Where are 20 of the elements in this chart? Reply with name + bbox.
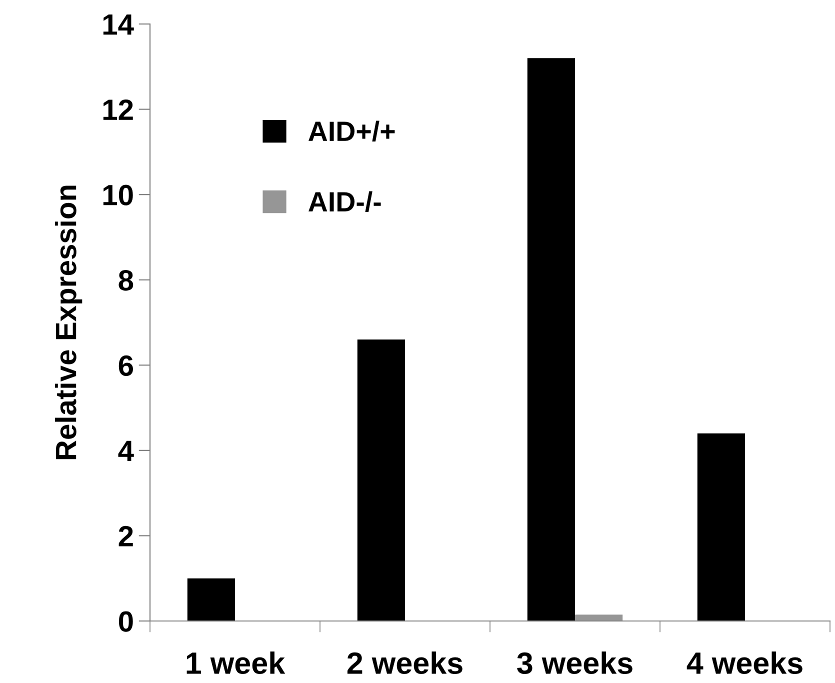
bar xyxy=(187,578,235,621)
y-tick-label: 4 xyxy=(118,440,134,461)
y-tick-label: 12 xyxy=(103,99,133,120)
bar xyxy=(697,433,745,621)
y-axis-title: Relative Expression xyxy=(54,186,82,460)
x-tick-label: 2 weeks xyxy=(347,652,462,674)
y-tick-label: 6 xyxy=(118,355,133,376)
bar xyxy=(527,58,575,621)
y-tick-label: 14 xyxy=(103,14,134,35)
bar xyxy=(357,340,405,621)
y-tick-label: 8 xyxy=(118,270,134,291)
legend-label: AID+/+ xyxy=(308,120,395,142)
bar xyxy=(575,614,623,621)
y-tick-label: 10 xyxy=(103,184,133,206)
y-tick-label: 0 xyxy=(118,611,133,632)
x-tick-label: 3 weeks xyxy=(517,652,632,674)
legend-label: AID-/- xyxy=(308,191,381,212)
x-tick-label: 1 week xyxy=(186,652,286,674)
x-tick-label: 4 weeks xyxy=(686,652,802,674)
y-tick-label: 2 xyxy=(118,526,133,546)
